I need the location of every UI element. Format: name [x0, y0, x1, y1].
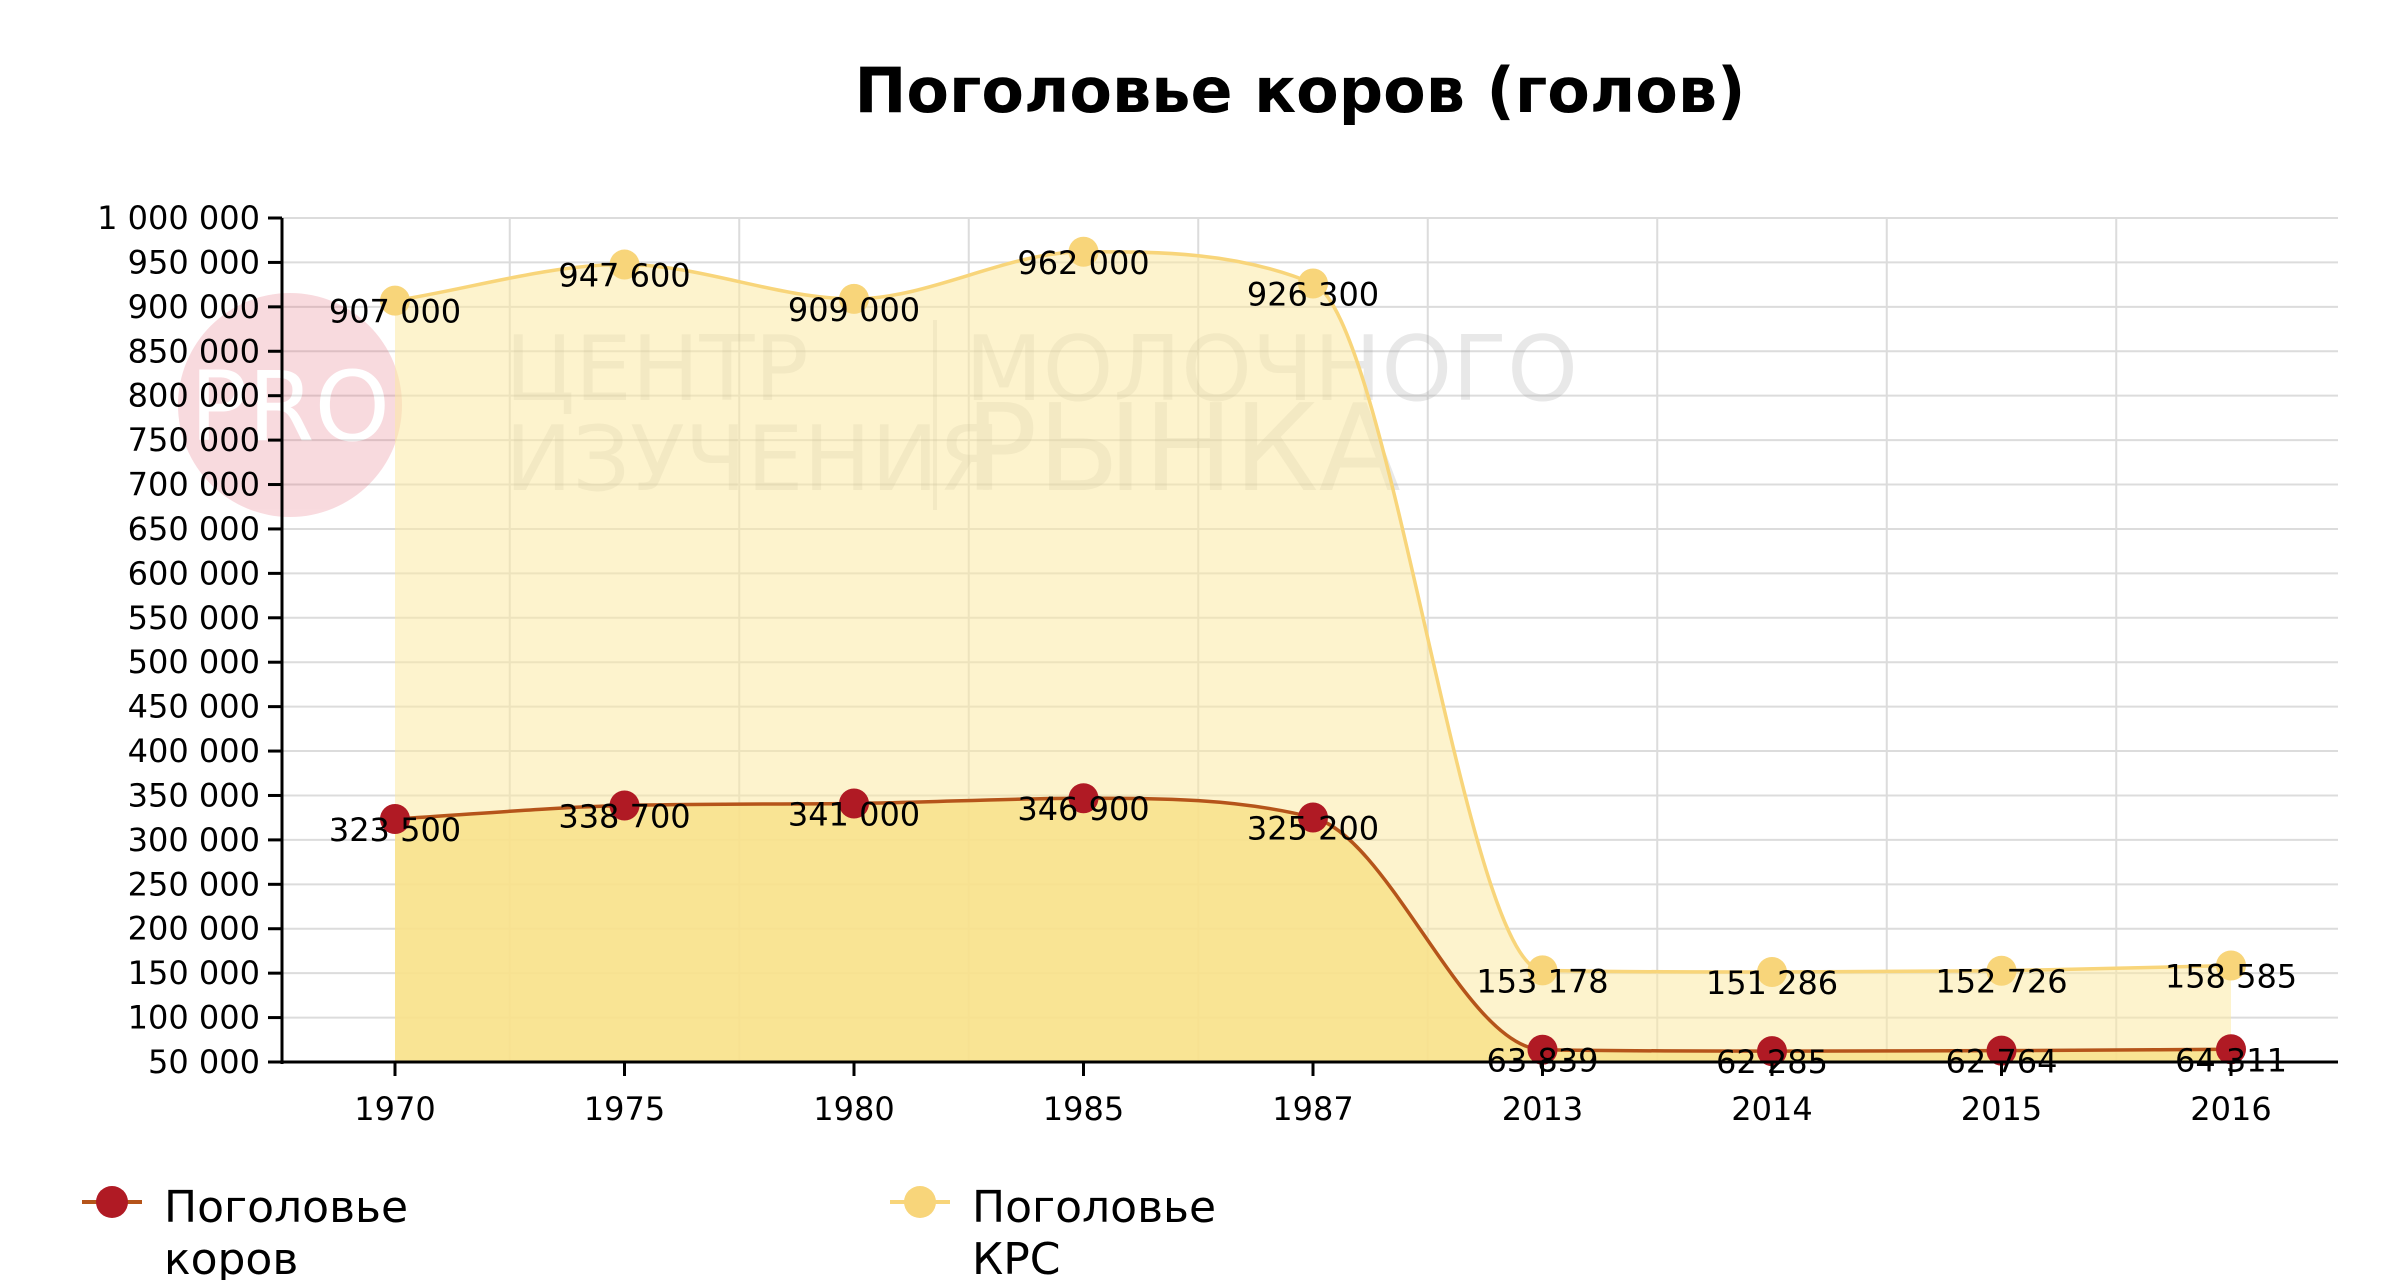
watermark-badge-circle	[178, 293, 402, 517]
data-label: 158 585	[2165, 958, 2297, 996]
data-label: 909 000	[788, 291, 920, 329]
data-point	[609, 249, 640, 280]
x-tick-label: 2016	[2190, 1090, 2271, 1128]
y-tick-label: 850 000	[128, 332, 260, 370]
y-tick-label: 800 000	[128, 377, 260, 415]
data-point	[2216, 950, 2246, 981]
data-point	[1527, 1034, 1558, 1065]
data-label: 962 000	[1017, 244, 1149, 282]
y-tick-label: 300 000	[128, 821, 260, 859]
data-label: 325 200	[1247, 810, 1379, 848]
legend-label: Поголовье	[972, 1182, 1216, 1233]
data-label: 323 500	[329, 811, 461, 849]
y-tick-label: 350 000	[128, 776, 260, 814]
axes: 50 000 100 000 150 000 200 000 250 000 300 00…	[97, 199, 2338, 1128]
x-tick-label: 2013	[1502, 1090, 1583, 1128]
data-label: 346 900	[1017, 790, 1149, 828]
data-point	[609, 790, 640, 821]
data-point	[1298, 802, 1328, 833]
data-label: 338 700	[558, 798, 690, 836]
x-tick-label: 1987	[1272, 1090, 1353, 1128]
y-tick-label: 200 000	[128, 910, 260, 948]
data-label: 341 000	[788, 795, 920, 833]
data-label: 151 286	[1706, 964, 1838, 1002]
y-tick-label: 750 000	[128, 421, 260, 459]
data-label: 152 726	[1935, 963, 2067, 1001]
data-point	[380, 285, 410, 316]
y-tick-label: 700 000	[128, 466, 260, 504]
series-area	[395, 798, 2231, 1062]
y-tick-label: 250 000	[128, 865, 260, 903]
y-tick-label: 450 000	[128, 688, 260, 726]
legend-marker	[96, 1186, 128, 1218]
y-tick-label: 650 000	[128, 510, 260, 548]
y-tick-label: 1 000 000	[97, 199, 260, 237]
data-point	[839, 788, 869, 819]
watermark-badge-text: PRO	[190, 351, 390, 463]
y-tick-label: 600 000	[128, 554, 260, 592]
series-line	[394, 250, 2232, 974]
legend-label: коров	[164, 1234, 298, 1280]
data-point	[2216, 1034, 2246, 1065]
x-tick-label: 2014	[1731, 1090, 1812, 1128]
x-tick-label: 1980	[813, 1090, 894, 1128]
legend-label: Поголовье	[164, 1182, 408, 1233]
data-point	[1068, 783, 1099, 814]
data-label: 907 000	[329, 293, 461, 331]
legend-marker	[904, 1186, 936, 1218]
data-label: 153 178	[1476, 962, 1608, 1000]
legend-label: КРС	[972, 1234, 1061, 1280]
x-tick-label: 2015	[1961, 1090, 2042, 1128]
data-point	[1986, 1035, 2017, 1066]
data-label: 926 300	[1247, 275, 1379, 313]
x-tick-label: 1970	[354, 1090, 435, 1128]
y-tick-label: 500 000	[128, 643, 260, 681]
data-points	[380, 236, 2246, 1067]
data-point	[1527, 955, 1558, 986]
y-tick-label: 50 000	[148, 1043, 260, 1081]
x-tick-label: 1985	[1043, 1090, 1124, 1128]
data-point	[1068, 236, 1099, 267]
series-areas	[395, 251, 2231, 1062]
data-point	[1757, 957, 1787, 988]
y-tick-label: 100 000	[128, 999, 260, 1037]
y-tick-label: 900 000	[128, 288, 260, 326]
y-tick-label: 550 000	[128, 599, 260, 637]
x-tick-label: 1975	[584, 1090, 665, 1128]
data-point	[380, 804, 410, 835]
y-tick-label: 150 000	[128, 954, 260, 992]
data-point	[1757, 1036, 1787, 1067]
y-tick-label: 950 000	[128, 243, 260, 281]
data-label: 947 600	[558, 257, 690, 295]
y-tick-label: 400 000	[128, 732, 260, 770]
chart-title: Поголовье коров (голов)	[855, 54, 1746, 127]
data-point	[1298, 268, 1328, 299]
data-point	[1986, 955, 2017, 986]
data-point	[839, 283, 869, 314]
